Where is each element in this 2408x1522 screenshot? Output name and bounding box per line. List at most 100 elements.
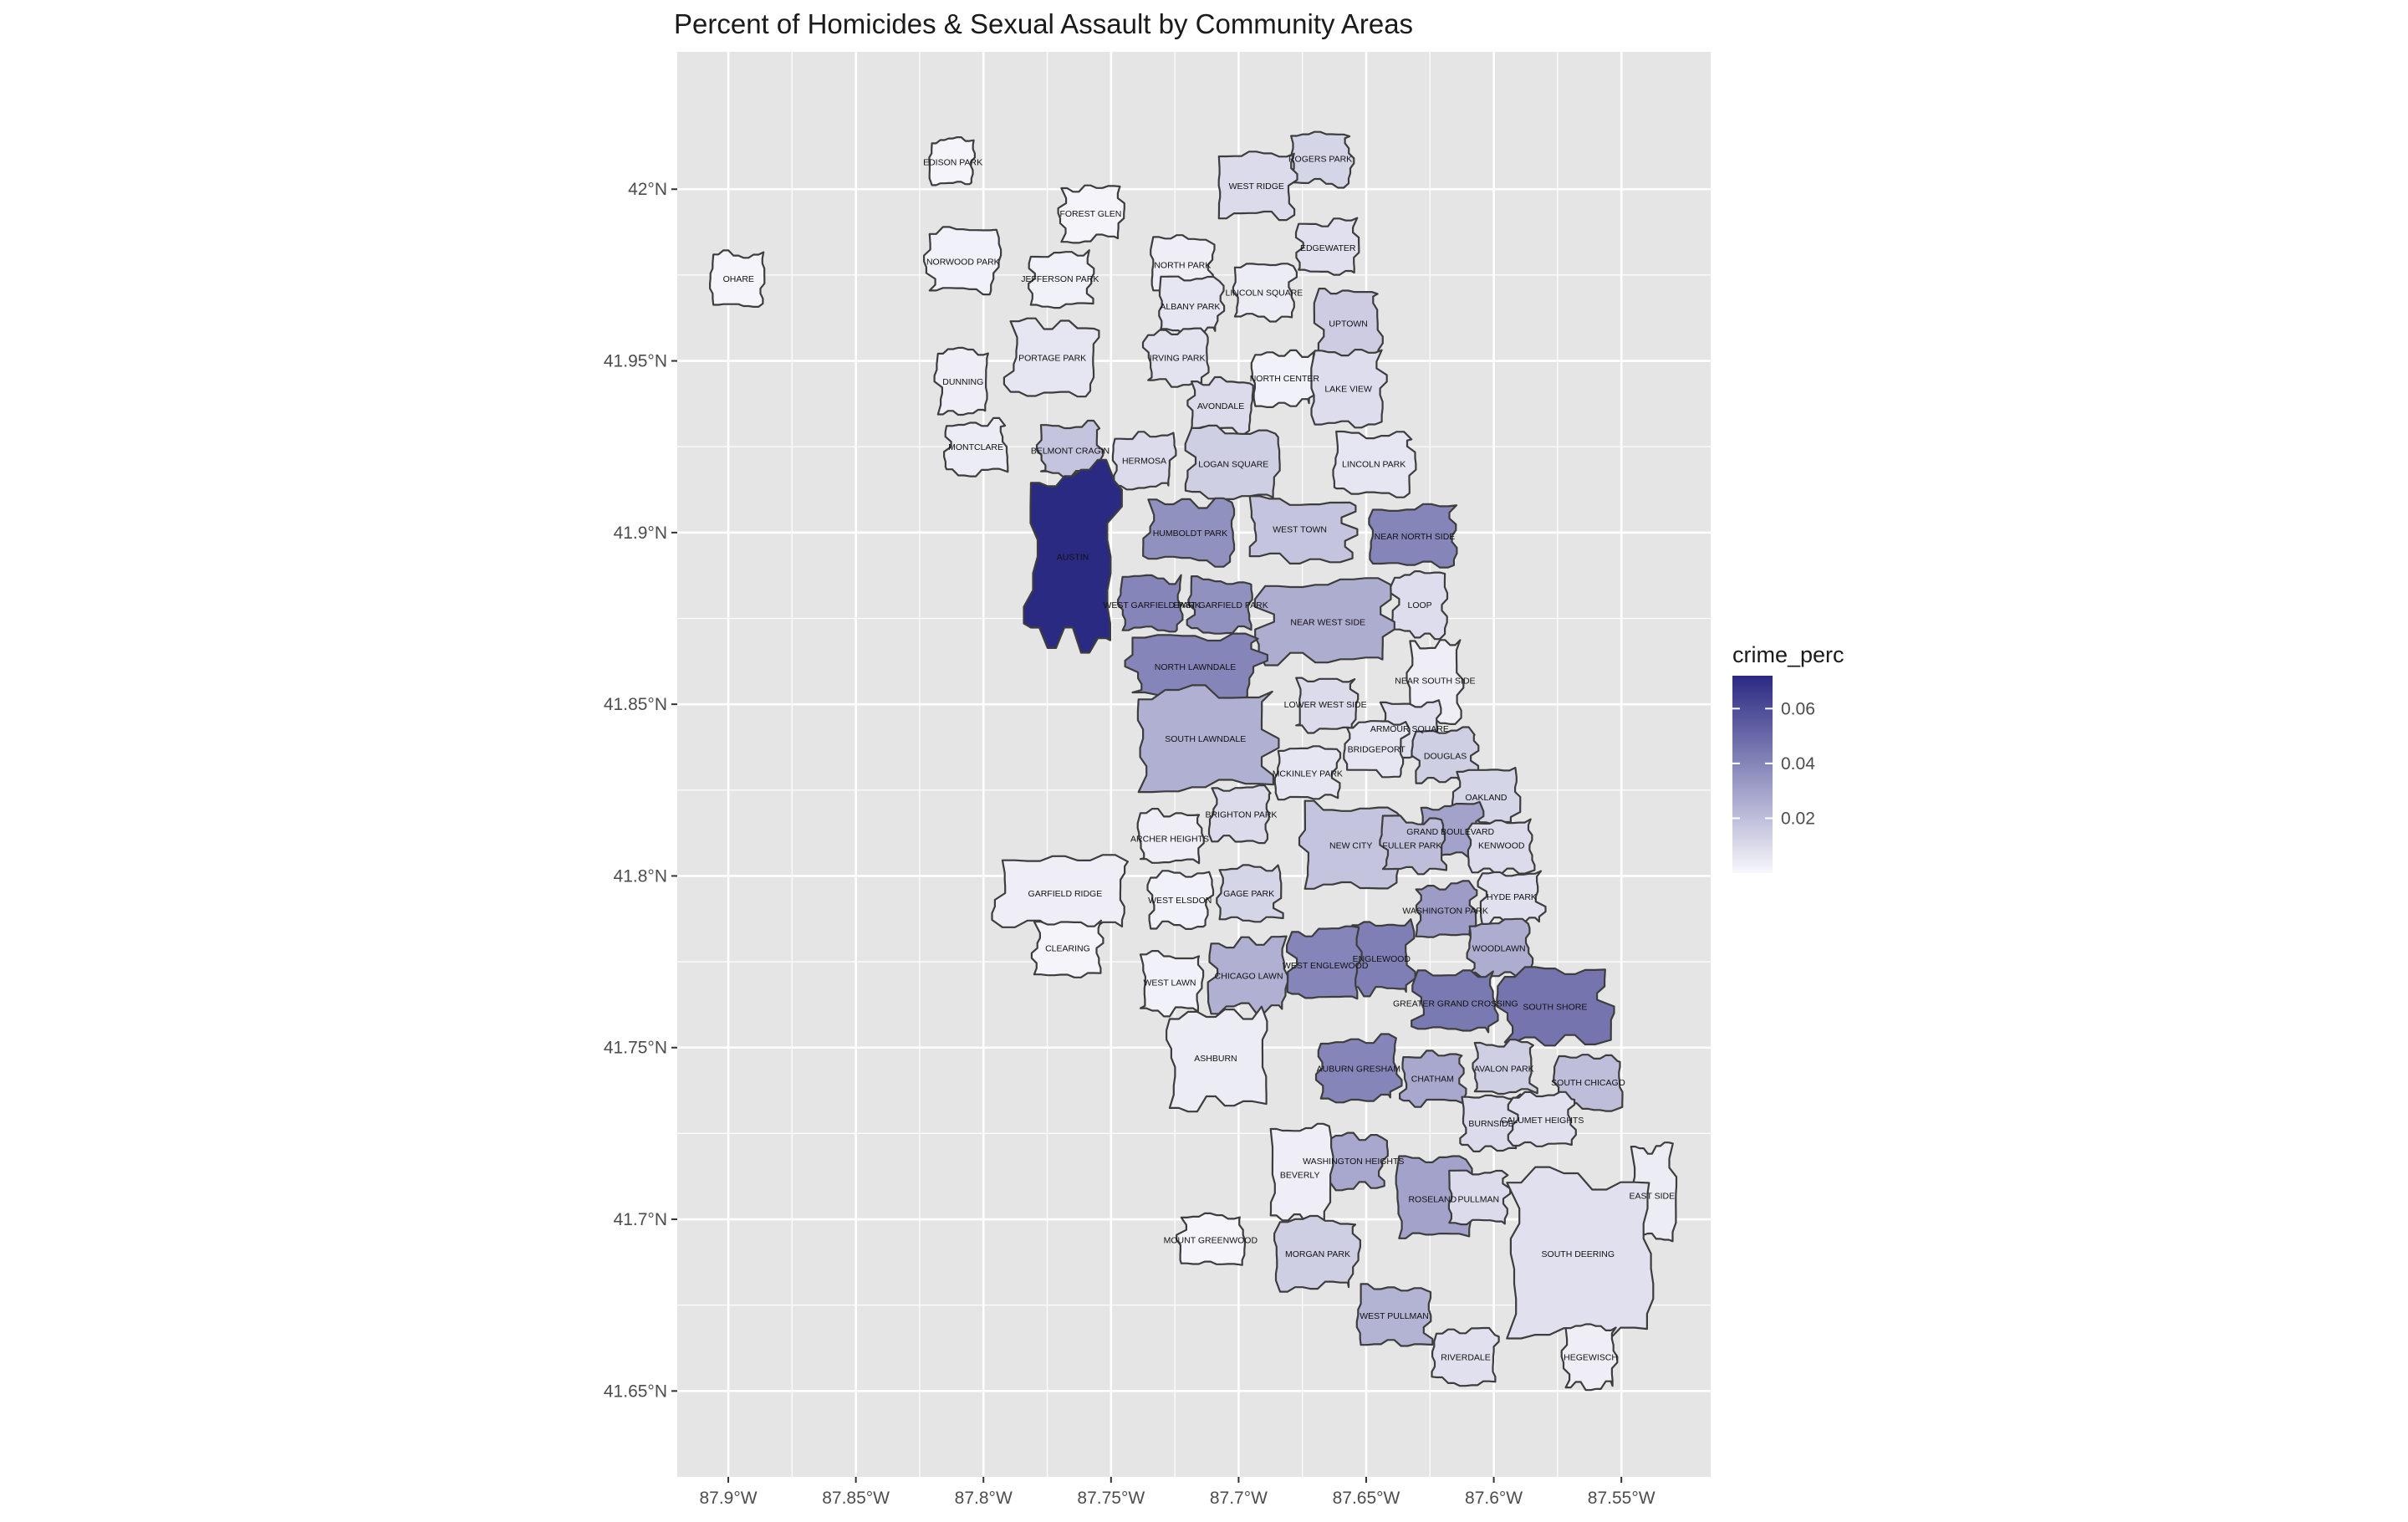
community-area-pullman <box>1447 1169 1512 1226</box>
community-area-west-lawn <box>1139 949 1205 1018</box>
area-label-englewood: ENGLEWOOD <box>1353 954 1411 964</box>
x-tick-label: 87.6°W <box>1465 1489 1523 1508</box>
area-label-edison-park: EDISON PARK <box>923 157 982 167</box>
area-label-east-garfield-park: EAST GARFIELD PARK <box>1173 600 1268 610</box>
community-area-hegewisch <box>1560 1323 1619 1392</box>
legend-tick-label: 0.04 <box>1781 754 1815 774</box>
area-label-near-west-side: NEAR WEST SIDE <box>1290 618 1365 628</box>
area-label-hermosa: HERMOSA <box>1122 457 1166 467</box>
x-tick-label: 87.9°W <box>699 1489 757 1508</box>
area-label-south-lawndale: SOUTH LAWNDALE <box>1165 734 1246 744</box>
community-area-west-town <box>1248 495 1359 565</box>
community-area-loop <box>1389 569 1449 641</box>
community-area-calumet-heights <box>1507 1090 1577 1147</box>
area-label-kenwood: KENWOOD <box>1478 840 1525 850</box>
community-area-hyde-park <box>1477 870 1547 927</box>
community-area-mckinley-park <box>1273 745 1342 801</box>
area-label-pullman: PULLMAN <box>1457 1194 1499 1204</box>
community-area-west-pullman <box>1355 1283 1434 1347</box>
area-label-loop: LOOP <box>1407 600 1431 610</box>
community-area-north-lawndale <box>1124 632 1269 702</box>
area-label-greater-grand-crossing: GREATER GRAND CROSSING <box>1393 998 1518 1009</box>
community-area-morgan-park <box>1273 1214 1362 1293</box>
area-label-bridgeport: BRIDGEPORT <box>1348 745 1406 755</box>
area-label-mount-greenwood: MOUNT GREENWOOD <box>1164 1236 1258 1246</box>
community-area-forest-glen <box>1057 184 1125 244</box>
area-label-morgan-park: MORGAN PARK <box>1285 1249 1350 1259</box>
community-area-north-center <box>1250 349 1319 408</box>
area-label-belmont-cragin: BELMONT CRAGIN <box>1031 446 1110 456</box>
community-area-new-city <box>1298 799 1400 890</box>
x-axis: 87.9°W 87.85°W 87.8°W 87.75°W 87.7°W 87.65°W 8… <box>699 1477 1656 1508</box>
area-label-washington-park: WASHINGTON PARK <box>1402 907 1487 917</box>
area-label-logan-square: LOGAN SQUARE <box>1198 460 1268 470</box>
area-label-burnside: BURNSIDE <box>1468 1119 1513 1129</box>
area-label-uptown: UPTOWN <box>1329 319 1367 329</box>
area-label-new-city: NEW CITY <box>1329 840 1372 850</box>
community-area-ohare <box>708 249 766 308</box>
community-area-south-shore <box>1496 966 1615 1047</box>
community-area-lincoln-square <box>1232 263 1298 323</box>
area-label-garfield-ridge: GARFIELD RIDGE <box>1028 889 1103 899</box>
area-label-south-chicago: SOUTH CHICAGO <box>1551 1078 1625 1088</box>
community-area-labels: EDISON PARK FOREST GLEN ROGERS PARK WEST RI… <box>723 154 1676 1362</box>
community-area-montclare <box>942 416 1009 478</box>
y-tick-label: 41.7°N <box>614 1210 667 1229</box>
area-label-oakland: OAKLAND <box>1465 793 1508 803</box>
y-tick-label: 41.8°N <box>614 866 667 886</box>
area-label-chatham: CHATHAM <box>1411 1075 1454 1085</box>
community-area-logan-square <box>1184 424 1281 501</box>
community-area-avondale <box>1186 375 1254 436</box>
community-area-archer-heights <box>1136 807 1205 865</box>
x-tick-label: 87.55°W <box>1588 1489 1656 1508</box>
area-label-rogers-park: ROGERS PARK <box>1288 154 1352 164</box>
community-area-irving-park <box>1141 327 1210 388</box>
area-label-west-town: WEST TOWN <box>1273 525 1327 535</box>
area-label-grand-boulevard: GRAND BOULEVARD <box>1406 827 1494 837</box>
area-label-west-ridge: WEST RIDGE <box>1229 181 1284 192</box>
area-label-mckinley-park: MCKINLEY PARK <box>1273 769 1343 779</box>
legend-title: crime_perc <box>1732 642 1844 667</box>
area-label-lake-view: LAKE VIEW <box>1324 384 1372 394</box>
area-label-north-lawndale: NORTH LAWNDALE <box>1155 662 1236 672</box>
map-title: Percent of Homicides & Sexual Assault by… <box>674 8 1413 39</box>
area-label-brighton-park: BRIGHTON PARK <box>1205 810 1277 820</box>
community-area-west-ridge <box>1217 151 1298 222</box>
area-label-north-center: NORTH CENTER <box>1250 374 1320 384</box>
area-label-west-pullman: WEST PULLMAN <box>1360 1311 1429 1321</box>
x-tick-label: 87.7°W <box>1210 1489 1268 1508</box>
area-label-north-park: NORTH PARK <box>1154 261 1211 271</box>
community-area-near-south-side <box>1406 639 1465 726</box>
community-area-humboldt-park <box>1142 497 1236 568</box>
y-tick-label: 42°N <box>628 180 667 199</box>
community-area-chicago-lawn <box>1207 935 1289 1015</box>
community-area-mount-greenwood <box>1176 1212 1247 1266</box>
area-label-roseland: ROSELAND <box>1408 1194 1457 1204</box>
area-label-lincoln-square: LINCOLN SQUARE <box>1226 288 1303 298</box>
legend: crime_perc 0.02 0.04 0.06 <box>1732 642 1844 873</box>
area-label-west-garfield-park: WEST GARFIELD PARK <box>1103 600 1200 610</box>
area-label-west-lawn: WEST LAWN <box>1143 978 1196 988</box>
area-label-auburn-gresham: AUBURN GRESHAM <box>1317 1064 1400 1074</box>
area-label-fuller-park: FULLER PARK <box>1382 840 1441 850</box>
community-area-garfield-ridge <box>991 854 1130 933</box>
area-label-douglas: DOUGLAS <box>1424 752 1467 762</box>
community-area-avalon-park <box>1472 1039 1538 1096</box>
x-tick-label: 87.85°W <box>822 1489 890 1508</box>
area-label-edgewater: EDGEWATER <box>1300 243 1356 253</box>
community-area-portage-park <box>1002 317 1100 398</box>
community-area-lower-west-side <box>1295 677 1360 734</box>
community-area-albany-park <box>1158 275 1226 337</box>
area-label-montclare: MONTCLARE <box>948 442 1003 452</box>
community-area-beverly <box>1269 1122 1334 1228</box>
y-axis: 42°N 41.95°N 41.9°N 41.85°N 41.8°N 41.75°N 41.… <box>604 180 677 1401</box>
area-label-jefferson-park: JEFFERSON PARK <box>1021 274 1099 284</box>
area-label-lower-west-side: LOWER WEST SIDE <box>1284 700 1367 710</box>
area-label-clearing: CLEARING <box>1045 944 1090 954</box>
community-area-east-garfield-park <box>1186 575 1253 635</box>
area-label-riverdale: RIVERDALE <box>1441 1352 1491 1362</box>
community-area-brighton-park <box>1207 784 1272 845</box>
area-label-ohare: OHARE <box>723 274 754 284</box>
community-area-edison-park <box>928 136 977 186</box>
